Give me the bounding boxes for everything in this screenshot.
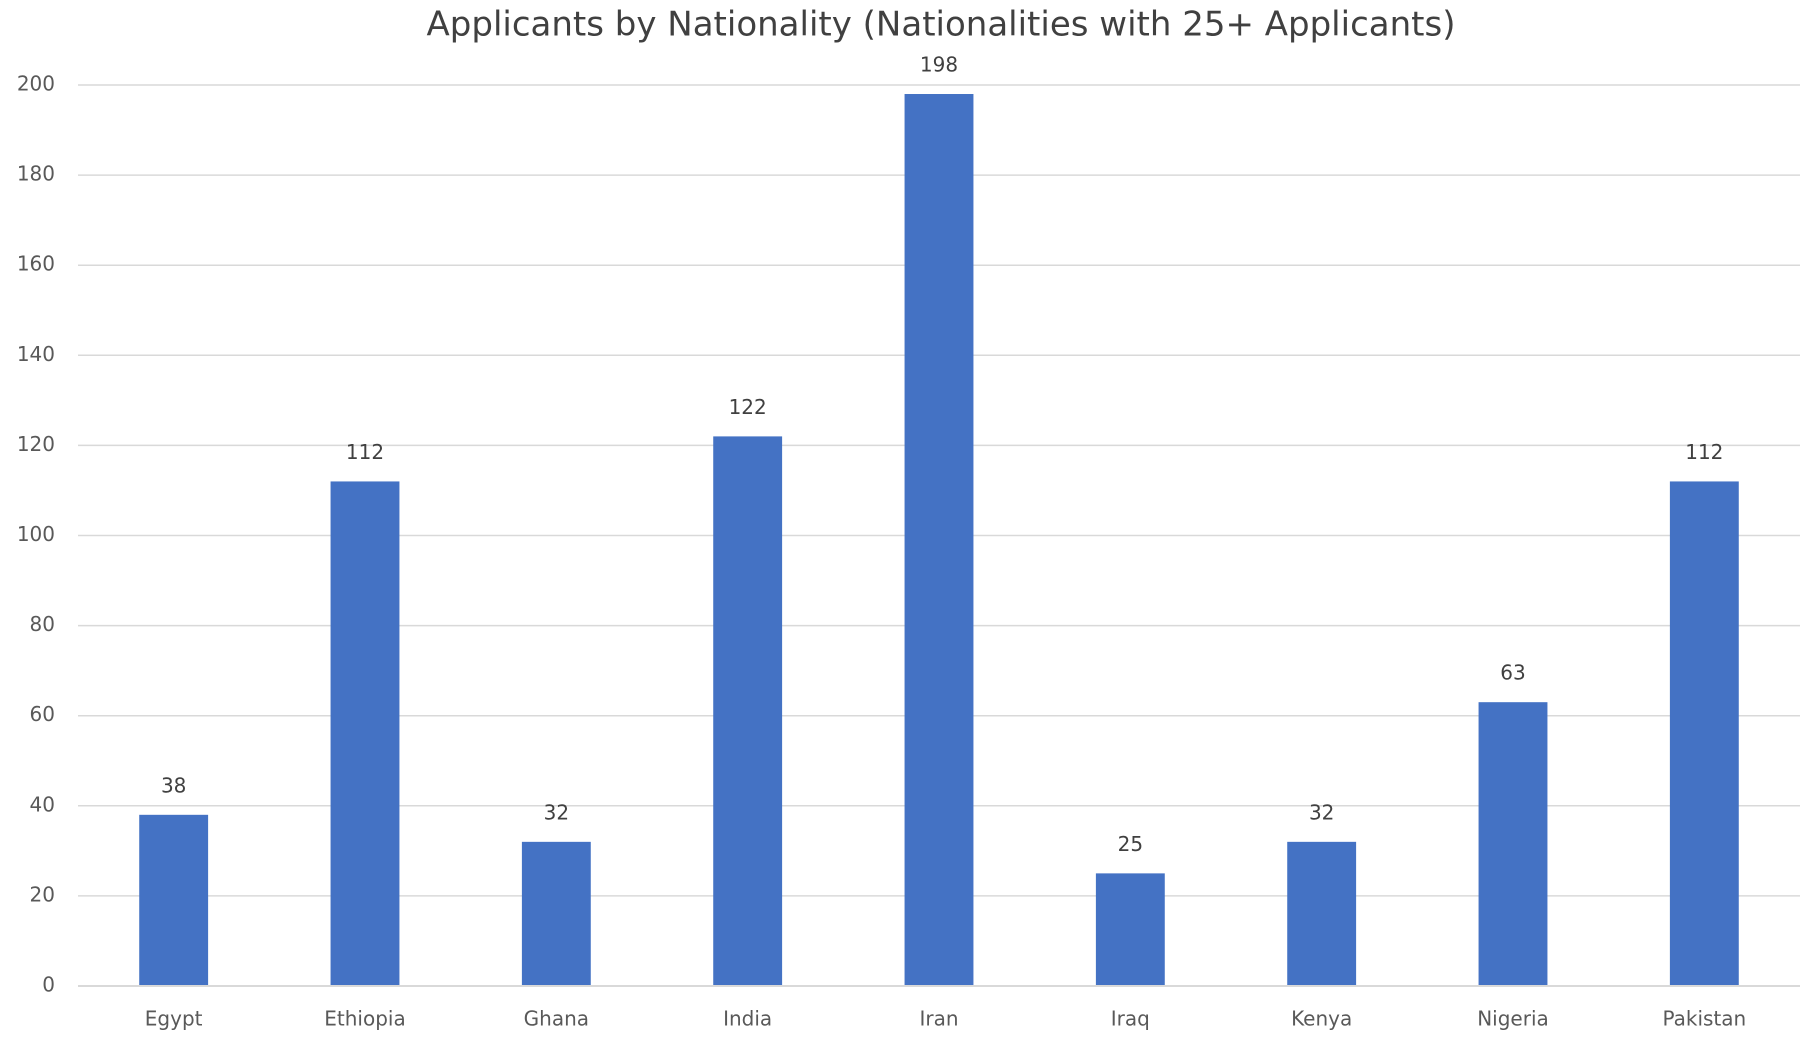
- x-tick-label: Iran: [919, 1007, 958, 1031]
- x-tick-label: Pakistan: [1662, 1007, 1746, 1031]
- bar: [521, 841, 591, 986]
- x-tick-label: Nigeria: [1477, 1007, 1549, 1031]
- x-tick-label: Kenya: [1291, 1007, 1352, 1031]
- x-tick-label: Egypt: [145, 1007, 203, 1031]
- y-tick-label: 20: [30, 882, 55, 906]
- data-label: 38: [161, 773, 186, 797]
- bar: [1669, 481, 1739, 986]
- data-label: 112: [1685, 440, 1723, 464]
- bar: [904, 94, 974, 986]
- y-tick-label: 120: [17, 432, 55, 456]
- y-tick-label: 180: [17, 162, 55, 186]
- data-label: 198: [920, 53, 958, 77]
- bar: [1095, 873, 1165, 986]
- data-label: 25: [1118, 832, 1143, 856]
- y-tick-label: 140: [17, 342, 55, 366]
- bar: [1287, 841, 1357, 986]
- data-label: 32: [1309, 800, 1334, 824]
- data-label: 112: [346, 440, 384, 464]
- y-tick-label: 80: [30, 612, 55, 636]
- bar: [713, 436, 783, 986]
- x-tick-label: Ethiopia: [324, 1007, 405, 1031]
- bar: [1478, 702, 1548, 986]
- data-label: 32: [544, 800, 569, 824]
- y-tick-label: 200: [17, 72, 55, 96]
- y-tick-label: 60: [30, 702, 55, 726]
- chart-title: Applicants by Nationality (Nationalities…: [427, 5, 1456, 45]
- x-tick-label: Iraq: [1111, 1007, 1150, 1031]
- y-tick-label: 40: [30, 792, 55, 816]
- bar: [330, 481, 400, 986]
- x-tick-label: Ghana: [524, 1007, 589, 1031]
- y-tick-label: 100: [17, 522, 55, 546]
- data-label: 122: [729, 395, 767, 419]
- y-tick-label: 0: [42, 973, 55, 997]
- y-tick-label: 160: [17, 252, 55, 276]
- data-label: 63: [1500, 661, 1525, 685]
- bar: [139, 814, 209, 986]
- x-tick-label: India: [723, 1007, 772, 1031]
